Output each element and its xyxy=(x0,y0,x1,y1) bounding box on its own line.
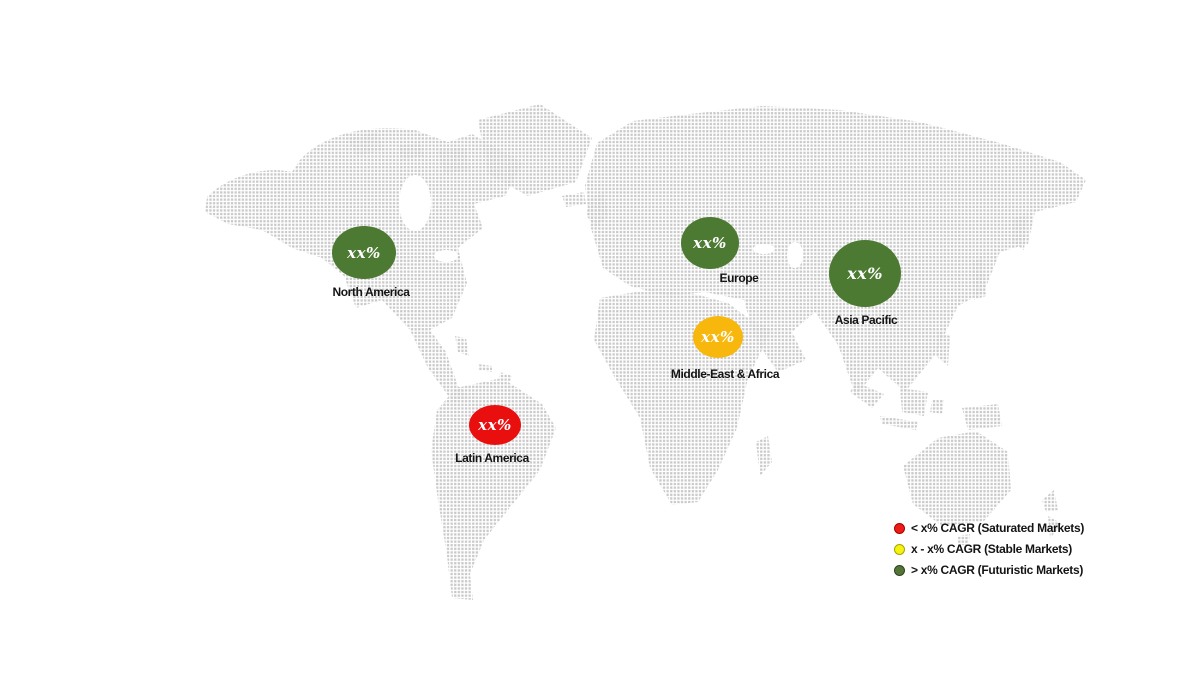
continents xyxy=(205,104,1086,600)
water-cutouts xyxy=(399,175,803,268)
bubble-latin-america: xx% xyxy=(469,405,521,445)
region-label-asia-pacific: Asia Pacific xyxy=(834,313,898,327)
bubble-value-middle-east-africa: xx% xyxy=(701,328,735,346)
legend-dot-red xyxy=(894,522,905,534)
bubble-value-north-america: xx% xyxy=(347,243,381,262)
madagascar xyxy=(756,436,772,476)
continent-eurasia xyxy=(585,106,1086,396)
legend-label-futuristic: > x% CAGR (Futuristic Markets) xyxy=(911,563,1084,577)
legend-item-saturated: < x% CAGR (Saturated Markets) xyxy=(894,521,1084,535)
bubble-north-america: xx% xyxy=(332,226,396,279)
bubble-europe: xx% xyxy=(681,217,739,269)
british-isles xyxy=(586,192,608,228)
region-label-europe: Europe xyxy=(719,271,759,285)
legend-item-futuristic: > x% CAGR (Futuristic Markets) xyxy=(894,563,1084,577)
continent-africa xyxy=(594,290,772,505)
bubble-value-europe: xx% xyxy=(693,234,727,252)
legend-item-stable: x - x% CAGR (Stable Markets) xyxy=(894,542,1084,556)
bubble-middle-east-africa: xx% xyxy=(693,316,743,358)
continent-south-america xyxy=(431,378,556,600)
arctic-islands xyxy=(348,132,470,174)
caribbean xyxy=(455,336,512,382)
bubble-asia-pacific: xx% xyxy=(829,240,901,307)
region-label-middle-east-africa: Middle-East & Africa xyxy=(670,367,780,381)
legend-label-stable: x - x% CAGR (Stable Markets) xyxy=(911,542,1072,556)
bubble-value-latin-america: xx% xyxy=(478,416,512,434)
region-label-latin-america: Latin America xyxy=(455,451,529,465)
legend: < x% CAGR (Saturated Markets) x - x% CAG… xyxy=(894,521,1084,584)
bubble-value-asia-pacific: xx% xyxy=(847,264,883,283)
continent-australia xyxy=(903,431,1062,546)
legend-label-saturated: < x% CAGR (Saturated Markets) xyxy=(911,521,1085,535)
region-label-north-america: North America xyxy=(332,285,410,299)
legend-dot-yellow xyxy=(894,543,905,555)
legend-dot-green xyxy=(894,564,905,576)
greenland xyxy=(478,104,592,207)
